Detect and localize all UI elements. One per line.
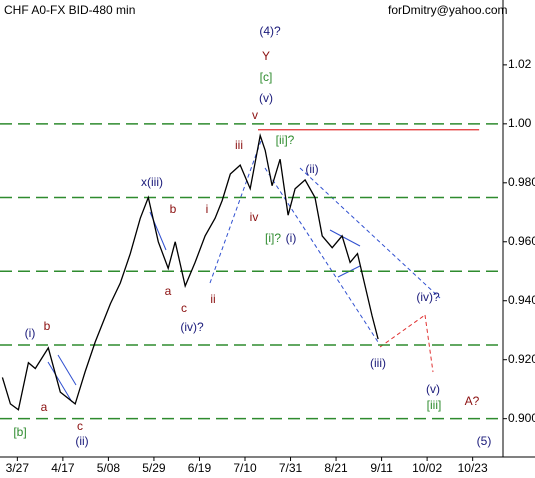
x-tick-label: 3/27: [6, 461, 30, 475]
wave-label: (v): [259, 91, 273, 105]
wave-label: Y: [262, 49, 270, 63]
x-tick-label: 5/08: [97, 461, 121, 475]
wave-label: x(iii): [141, 175, 163, 189]
wave-label: (i): [25, 326, 36, 340]
credit: forDmitry@yahoo.com: [388, 3, 508, 17]
wave-label: (iv)?: [180, 320, 204, 334]
x-tick-label: 8/21: [324, 461, 348, 475]
wedge-line: [57, 354, 77, 386]
x-tick-label: 10/23: [458, 461, 488, 475]
wedge-line: [329, 229, 361, 247]
trendlines: [47, 137, 441, 403]
trendline: [299, 167, 441, 299]
x-tick-label: 7/31: [279, 461, 303, 475]
x-tick-label: 5/29: [142, 461, 166, 475]
x-tick-label: 7/10: [233, 461, 257, 475]
y-tick-label: 0.940: [508, 293, 535, 307]
x-tick-label: 9/11: [370, 461, 393, 475]
x-tick-label: 10/02: [412, 461, 442, 475]
y-tick-label: 1.00: [508, 116, 532, 130]
wave-label: a: [165, 284, 172, 298]
wave-label: [iii]: [427, 398, 442, 412]
y-tick-label: 0.980: [508, 175, 535, 189]
wave-label: (v): [426, 382, 440, 396]
wave-label: a: [41, 400, 48, 414]
x-tick-label: 6/19: [188, 461, 212, 475]
wave-label: (i): [286, 231, 297, 245]
chart-title: CHF A0-FX BID-480 min: [4, 3, 135, 17]
wave-label: iv: [250, 210, 259, 224]
x-tick-label: 4/17: [51, 461, 75, 475]
y-tick-label: 0.920: [508, 352, 535, 366]
wave-label: [c]: [260, 70, 273, 84]
wave-label: ii: [210, 292, 215, 306]
wave-label: (ii): [305, 162, 318, 176]
trendline: [209, 137, 263, 284]
wave-label: (iii): [370, 356, 386, 370]
wave-label: (5): [477, 434, 492, 448]
wave-label: v: [252, 108, 258, 122]
projection: [379, 314, 426, 348]
wave-label: (4)?: [259, 24, 281, 38]
wave-label: i: [206, 202, 209, 216]
y-tick-label: 0.900: [508, 411, 535, 425]
wave-label: (iv)?: [416, 290, 440, 304]
projection: [424, 314, 434, 373]
wave-label: iii: [235, 138, 243, 152]
y-tick-label: 0.960: [508, 234, 535, 248]
wave-label: b: [170, 202, 177, 216]
wave-label: [i]?: [265, 231, 281, 245]
wave-label: b: [44, 319, 51, 333]
wave-label: c: [181, 301, 187, 315]
wave-label: [ii]?: [276, 133, 295, 147]
wave-label: [b]: [13, 425, 26, 439]
wave-label: (ii): [75, 434, 88, 448]
wave-label: c: [77, 419, 83, 433]
price-line: [1, 133, 379, 411]
wave-label: A?: [465, 394, 480, 408]
wedge-line: [47, 361, 73, 403]
y-tick-label: 1.02: [508, 57, 532, 71]
